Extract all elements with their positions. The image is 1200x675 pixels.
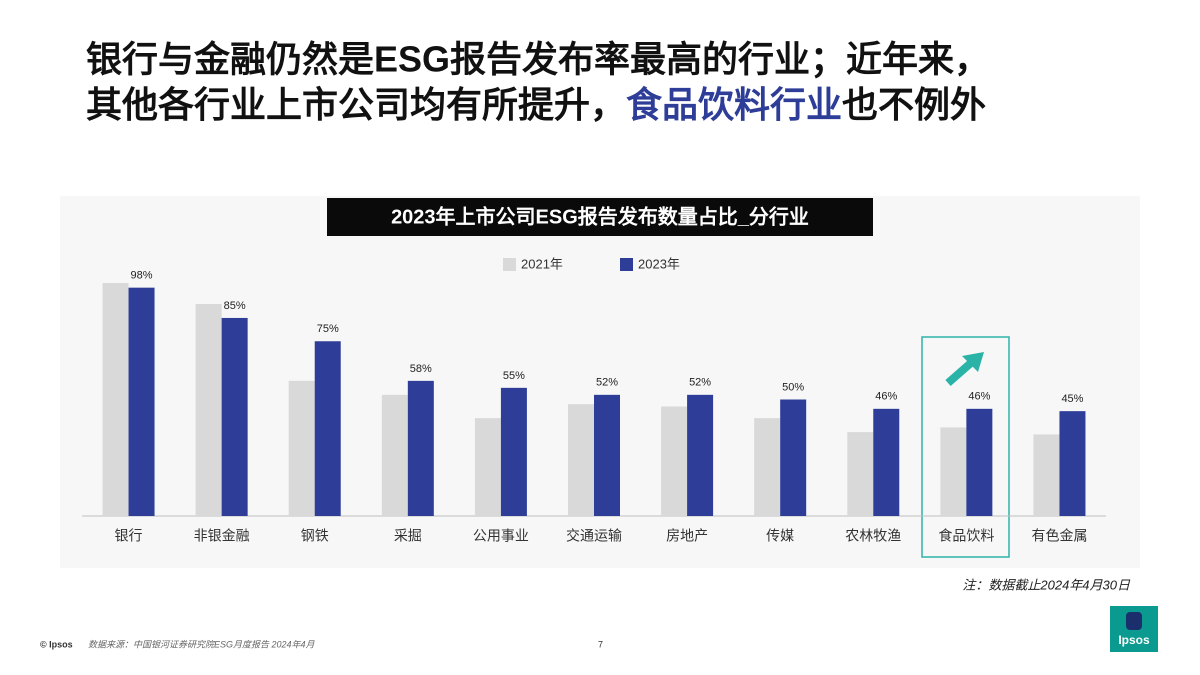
trend-arrow [945,352,984,387]
bar [847,432,874,516]
bar [568,404,594,516]
title-text: 其他各行业上市公司均有所提升， [86,84,626,125]
bar [381,394,408,516]
bar [1059,411,1086,516]
legend-swatch [503,258,516,271]
slide-title-line: 其他各行业上市公司均有所提升，食品饮料行业也不例外 [86,84,986,125]
bar [966,408,993,516]
value-label: 55% [503,370,525,382]
value-label: 58% [410,363,432,375]
chart-title: 2023年上市公司ESG报告发布数量占比_分行业 [391,204,809,228]
slide-title-line: 银行与金融仍然是ESG报告发布率最高的行业；近年来， [86,39,990,80]
arrow-head [962,352,984,372]
chart-title-box [327,198,873,236]
legend-label: 2023年 [638,256,680,271]
bar [500,387,527,516]
bar [594,394,620,516]
logo-mark [1126,612,1142,630]
copyright: © Ipsos [40,639,73,649]
value-label: 85% [224,300,246,312]
value-label: 52% [689,377,711,389]
bar [288,380,315,516]
bar [221,317,248,516]
logo-text: Ipsos [1118,633,1150,647]
x-tick-label: 公用事业 [473,528,529,544]
arrow-shaft [945,358,975,387]
value-label: 52% [596,377,618,389]
title-highlight: 食品饮料行业 [626,84,842,125]
title-text: 也不例外 [842,84,986,125]
highlight-box [921,336,1010,558]
bar [661,406,688,516]
note: 注：数据截止2024年4月30日 [962,577,1131,592]
bar [407,380,434,516]
value-label: 50% [782,381,804,393]
bar [687,394,714,516]
x-tick-label: 非银金融 [194,528,250,544]
x-tick-label: 银行 [115,528,143,544]
x-tick-label: 传媒 [766,528,794,544]
x-tick-label: 房地产 [666,528,708,544]
x-tick-label: 钢铁 [301,528,329,544]
bar [780,399,807,516]
x-tick-label: 食品饮料 [938,528,994,544]
bar [940,427,967,516]
bar [102,283,129,516]
legend-swatch [620,258,633,271]
bar [128,287,155,516]
legend-label: 2021年 [521,256,563,271]
x-tick-label: 农林牧渔 [845,528,901,544]
value-label: 46% [968,391,990,403]
bar [314,341,341,516]
bar [195,303,222,516]
page-number: 7 [598,639,603,649]
bar [873,408,900,516]
value-label: 98% [131,270,153,282]
x-tick-label: 采掘 [394,528,422,544]
bar [1033,434,1060,516]
value-label: 45% [1061,393,1083,405]
source: 数据来源：中国银河证券研究院ESG月度报告 2024年4月 [88,639,316,649]
bar [754,418,781,516]
x-tick-label: 有色金属 [1031,528,1087,544]
bar [474,418,501,516]
value-label: 75% [317,323,339,335]
x-tick-label: 交通运输 [566,528,622,544]
value-label: 46% [875,391,897,403]
